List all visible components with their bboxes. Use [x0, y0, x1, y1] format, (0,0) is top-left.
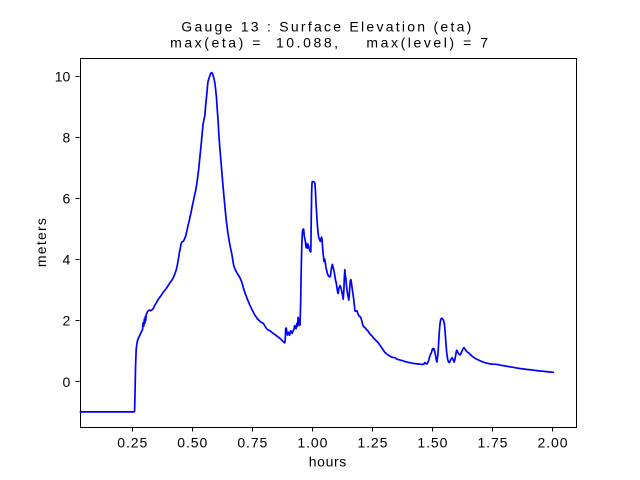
- svg-text:1.25: 1.25: [357, 435, 387, 451]
- svg-text:1.00: 1.00: [297, 435, 327, 451]
- svg-text:meters: meters: [33, 218, 49, 267]
- svg-text:hours: hours: [309, 453, 347, 469]
- svg-text:0: 0: [63, 374, 71, 390]
- svg-text:2: 2: [63, 313, 71, 329]
- svg-text:4: 4: [63, 252, 71, 268]
- svg-text:2.00: 2.00: [538, 435, 568, 451]
- svg-text:0.25: 0.25: [117, 435, 147, 451]
- svg-text:8: 8: [63, 130, 71, 146]
- svg-text:0.50: 0.50: [177, 435, 207, 451]
- svg-text:0.75: 0.75: [237, 435, 267, 451]
- svg-text:10: 10: [55, 69, 71, 85]
- svg-text:1.50: 1.50: [417, 435, 447, 451]
- svg-text:max(eta) = 10.088, max(lev: max(eta) = 10.088, max(level) = 7: [170, 35, 488, 51]
- svg-text:6: 6: [63, 191, 71, 207]
- svg-text:Gauge 13 : Surface Elevation (: Gauge 13 : Surface Elevation (eta): [181, 19, 471, 35]
- svg-text:1.75: 1.75: [477, 435, 507, 451]
